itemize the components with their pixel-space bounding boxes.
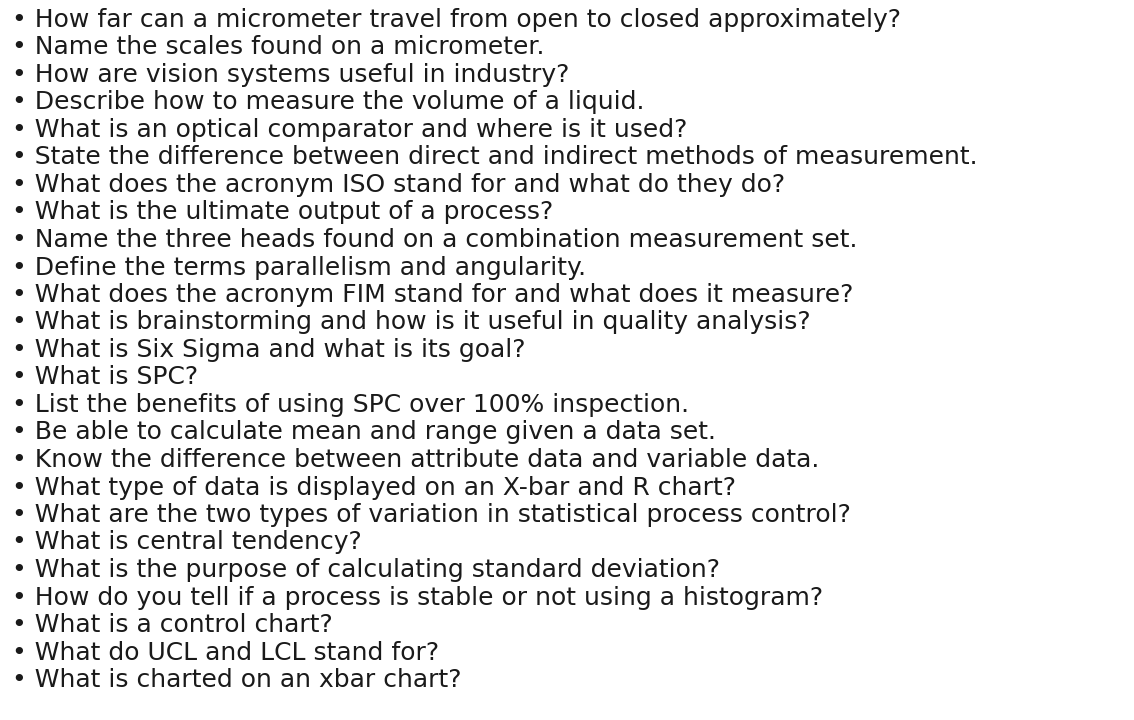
Text: • What is charted on an xbar chart?: • What is charted on an xbar chart?	[12, 668, 462, 692]
Text: • Name the three heads found on a combination measurement set.: • Name the three heads found on a combin…	[12, 228, 857, 252]
Text: • Know the difference between attribute data and variable data.: • Know the difference between attribute …	[12, 448, 820, 472]
Text: • What is a control chart?: • What is a control chart?	[12, 613, 332, 637]
Text: • How are vision systems useful in industry?: • How are vision systems useful in indus…	[12, 63, 569, 87]
Text: • How far can a micrometer travel from open to closed approximately?: • How far can a micrometer travel from o…	[12, 8, 902, 32]
Text: • List the benefits of using SPC over 100% inspection.: • List the benefits of using SPC over 10…	[12, 393, 689, 417]
Text: • What is an optical comparator and where is it used?: • What is an optical comparator and wher…	[12, 118, 687, 142]
Text: • What is the ultimate output of a process?: • What is the ultimate output of a proce…	[12, 200, 553, 225]
Text: • What is SPC?: • What is SPC?	[12, 366, 198, 390]
Text: • How do you tell if a process is stable or not using a histogram?: • How do you tell if a process is stable…	[12, 585, 823, 610]
Text: • What is Six Sigma and what is its goal?: • What is Six Sigma and what is its goal…	[12, 338, 525, 362]
Text: • State the difference between direct and indirect methods of measurement.: • State the difference between direct an…	[12, 145, 978, 169]
Text: • Describe how to measure the volume of a liquid.: • Describe how to measure the volume of …	[12, 91, 644, 114]
Text: • What is the purpose of calculating standard deviation?: • What is the purpose of calculating sta…	[12, 558, 720, 582]
Text: • What is brainstorming and how is it useful in quality analysis?: • What is brainstorming and how is it us…	[12, 310, 811, 335]
Text: • What do UCL and LCL stand for?: • What do UCL and LCL stand for?	[12, 641, 439, 665]
Text: • What are the two types of variation in statistical process control?: • What are the two types of variation in…	[12, 503, 850, 527]
Text: • Name the scales found on a micrometer.: • Name the scales found on a micrometer.	[12, 35, 544, 60]
Text: • What type of data is displayed on an X-bar and R chart?: • What type of data is displayed on an X…	[12, 475, 736, 500]
Text: • What does the acronym FIM stand for and what does it measure?: • What does the acronym FIM stand for an…	[12, 283, 854, 307]
Text: • Be able to calculate mean and range given a data set.: • Be able to calculate mean and range gi…	[12, 420, 716, 444]
Text: • What does the acronym ISO stand for and what do they do?: • What does the acronym ISO stand for an…	[12, 173, 785, 197]
Text: • Define the terms parallelism and angularity.: • Define the terms parallelism and angul…	[12, 256, 586, 279]
Text: • What is central tendency?: • What is central tendency?	[12, 531, 362, 554]
